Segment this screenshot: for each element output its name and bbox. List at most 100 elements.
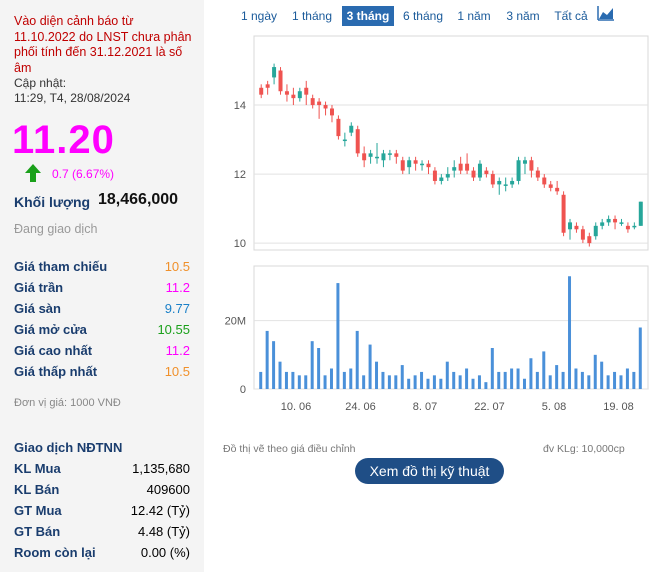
tab-3-years[interactable]: 3 năm [506,9,540,23]
candle-body [349,125,354,133]
candle-body [387,153,392,155]
price-row-value: 11.2 [165,343,190,358]
volume-bar [362,375,366,389]
volume-bar [426,378,430,389]
foreign-row-value: 12.42 (Tỷ) [130,503,190,518]
tab-1-day[interactable]: 1 ngày [240,9,278,23]
trading-status: Đang giao dịch [14,222,98,236]
price-row-label: Giá trần [14,280,64,295]
candle-body [606,218,611,223]
candle-body [587,236,592,244]
volume-bar [439,378,443,389]
volume-bar [278,361,282,389]
foreign-row-label: KL Mua [14,461,61,476]
foreign-row-label: GT Mua [14,503,62,518]
current-price: 11.20 [12,118,115,162]
volume-bar [600,361,604,389]
tab-1-month[interactable]: 1 tháng [291,9,333,23]
price-row-value: 10.5 [164,364,190,379]
candle-body [355,129,360,154]
candle-body [445,174,450,178]
price-plot-frame [253,35,649,251]
volume-bar [420,371,424,389]
foreign-row-sell-volume: KL Bán 409600 [14,482,190,497]
line-chart-icon[interactable] [597,5,615,22]
volume-bar [587,375,591,389]
volume-bar [593,354,597,389]
candle-body [426,163,431,168]
candle-body [278,70,283,92]
volume-bar [297,375,301,389]
tab-6-months[interactable]: 6 tháng [402,9,444,23]
tab-1-year[interactable]: 1 năm [457,9,491,23]
price-row-value: 9.77 [164,301,190,316]
candle-body [394,153,399,157]
volume-bar [529,358,533,389]
volume-bar [317,348,321,389]
price-change: 0.7 (6.67%) [52,167,115,181]
volume-label: Khối lượng [14,194,91,210]
volume-bar [368,344,372,389]
volume-bar [465,368,469,389]
candle-body [297,91,302,99]
candle-body [561,194,566,233]
volume-bar [272,341,276,389]
volume-bar [490,348,494,389]
volume-bar [477,375,481,389]
foreign-row-label: KL Bán [14,482,60,497]
volume-bar [304,375,308,389]
volume-tick-label: 20M [225,316,246,328]
volume-bar [310,341,314,389]
price-row-high: Giá cao nhất 11.2 [14,343,190,358]
date-tick-label: 10. 06 [281,401,312,413]
candle-body [291,94,296,99]
volume-bar [336,283,340,389]
volume-bar [555,365,559,389]
warning-text: Vào diện cảnh báo từ 11.10.2022 do LNST … [14,14,192,75]
candle-body [465,163,470,171]
candle-body [272,67,277,78]
volume-bar [355,330,359,389]
date-tick-label: 5. 08 [542,401,566,413]
candle-body [458,163,463,171]
foreign-row-label: Room còn lại [14,545,96,560]
candle-body [593,225,598,237]
volume-bar [323,375,327,389]
price-tick-label: 14 [234,100,246,112]
volume-bar [407,378,411,389]
price-row-floor: Giá sàn 9.77 [14,301,190,316]
tab-3-months[interactable]: 3 tháng [342,6,394,26]
volume-bar [503,371,507,389]
candle-body [304,87,309,95]
update-label: Cập nhật: [14,76,67,90]
price-row-label: Giá thấp nhất [14,364,98,379]
price-row-reference: Giá tham chiếu 10.5 [14,259,190,274]
candle-body [503,184,508,186]
candle-body [432,170,437,181]
price-row-value: 11.2 [165,280,190,295]
volume-bar [542,351,546,389]
volume-bar [291,371,295,389]
candle-body [510,180,515,185]
volume-bar [394,375,398,389]
candle-body [375,156,380,159]
volume-bar [452,371,456,389]
update-info: Cập nhật: 11:29, T4, 28/08/2024 [14,76,130,106]
foreign-row-buy-volume: KL Mua 1,135,680 [14,461,190,476]
candle-body [265,84,270,88]
price-volume-chart: 10 12 14 0 20M 10. 06 24. 06 8. 07 22. 07 5. 08 19… [225,35,649,413]
volume-bar [497,371,501,389]
price-row-label: Giá sàn [14,301,61,316]
price-tick-label: 10 [234,238,246,250]
tab-all[interactable]: Tất cả [554,9,588,23]
price-row-label: Giá mở cửa [14,322,87,337]
volume-bar [613,371,617,389]
technical-chart-button[interactable]: Xem đồ thị kỹ thuật [355,458,504,484]
foreign-row-value: 4.48 (Tỷ) [137,524,190,539]
volume-bar [638,327,642,389]
candle-body [323,105,328,109]
candle-body [413,160,418,164]
volume-bar [568,276,572,389]
candle-body [362,153,367,161]
date-tick-label: 19. 08 [603,401,634,413]
